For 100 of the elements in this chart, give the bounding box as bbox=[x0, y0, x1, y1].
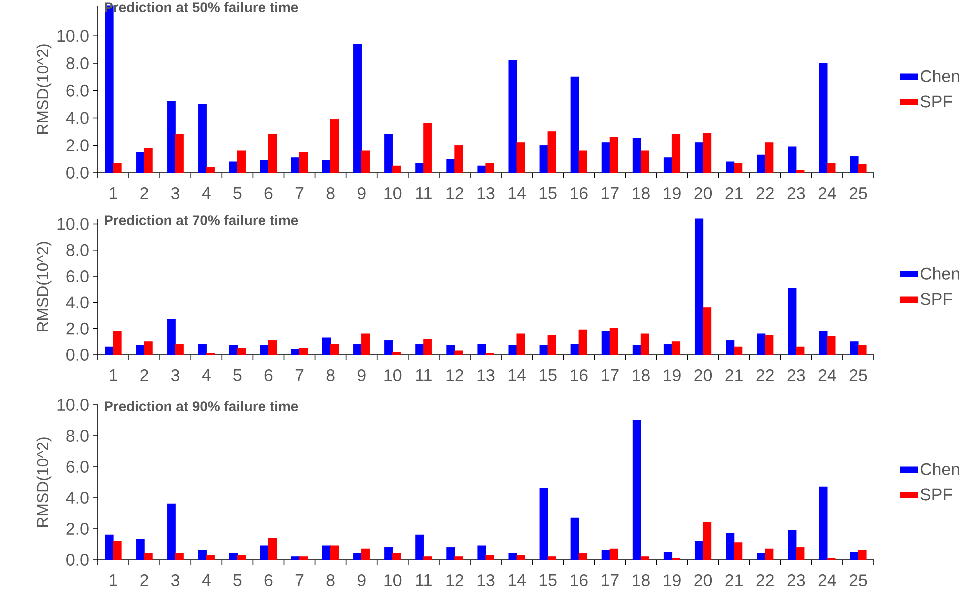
x-tick-label: 3 bbox=[172, 574, 180, 587]
x-tick-label: 14 bbox=[508, 370, 526, 382]
bar bbox=[299, 348, 308, 356]
x-tick-label: 21 bbox=[726, 188, 743, 200]
bar bbox=[144, 554, 153, 560]
bar bbox=[765, 335, 774, 356]
bar bbox=[516, 334, 526, 356]
bar bbox=[237, 348, 246, 356]
y-tick-label: 0.0 bbox=[66, 554, 89, 566]
bar bbox=[229, 346, 238, 356]
y-tick-label: 6.0 bbox=[66, 84, 89, 97]
bar bbox=[384, 547, 394, 560]
x-tick-label: 10 bbox=[384, 574, 402, 587]
x-tick-label: 6 bbox=[264, 188, 273, 200]
x-tick-label: 22 bbox=[756, 574, 774, 586]
bar bbox=[578, 554, 588, 560]
x-tick-label: 9 bbox=[358, 188, 366, 200]
x-tick-label: 2 bbox=[140, 370, 148, 382]
y-axis-title: RMSD(10^2) bbox=[36, 44, 52, 134]
bar bbox=[384, 134, 394, 174]
bar bbox=[702, 522, 712, 560]
bar bbox=[796, 547, 805, 560]
legend-label: SPF bbox=[920, 96, 952, 108]
legend-label: Chen bbox=[920, 462, 960, 476]
x-tick-label: 12 bbox=[446, 370, 464, 382]
x-tick-label: 22 bbox=[756, 188, 774, 200]
y-tick-label: 0.0 bbox=[66, 349, 89, 361]
bar bbox=[632, 420, 642, 560]
bar bbox=[827, 336, 836, 356]
bar bbox=[734, 163, 743, 174]
bar bbox=[113, 331, 122, 356]
x-tick-label: 3 bbox=[172, 188, 180, 200]
y-axis-title: RMSD(10^2) bbox=[36, 242, 52, 332]
bar bbox=[113, 163, 122, 174]
bar bbox=[478, 166, 486, 174]
bar bbox=[578, 150, 588, 174]
bar bbox=[726, 533, 735, 560]
y-tick-label: 6.0 bbox=[66, 270, 89, 283]
bar bbox=[486, 163, 494, 174]
y-tick-label: 8.0 bbox=[66, 244, 89, 256]
bar bbox=[392, 352, 402, 356]
x-tick-label: 8 bbox=[326, 188, 335, 200]
bar bbox=[136, 540, 145, 560]
bar bbox=[516, 555, 526, 560]
bar bbox=[392, 554, 402, 560]
bar bbox=[446, 346, 456, 356]
bar bbox=[105, 346, 114, 356]
bar bbox=[726, 162, 735, 174]
bar bbox=[610, 137, 618, 174]
bar bbox=[384, 340, 394, 356]
bar bbox=[726, 340, 735, 356]
bar bbox=[858, 164, 867, 174]
bar bbox=[206, 167, 215, 174]
x-tick-label: 4 bbox=[202, 370, 211, 382]
bar bbox=[602, 142, 610, 174]
x-tick-label: 7 bbox=[296, 370, 304, 382]
bar bbox=[322, 546, 332, 560]
y-tick-label: 10.0 bbox=[58, 30, 89, 42]
x-tick-label: 23 bbox=[788, 370, 806, 382]
bar bbox=[299, 152, 308, 174]
y-tick-label: 8.0 bbox=[66, 57, 89, 70]
bar bbox=[198, 344, 207, 356]
bar bbox=[354, 344, 362, 356]
bar bbox=[757, 154, 766, 174]
x-tick-label: 20 bbox=[694, 370, 712, 382]
bar bbox=[702, 308, 712, 356]
x-tick-label: 2 bbox=[140, 574, 148, 586]
x-tick-label: 24 bbox=[818, 370, 836, 382]
x-tick-label: 25 bbox=[850, 188, 868, 200]
bar bbox=[672, 342, 681, 356]
x-tick-label: 10 bbox=[384, 370, 402, 382]
bar bbox=[664, 552, 673, 560]
bar bbox=[268, 538, 278, 560]
bar bbox=[508, 554, 518, 560]
y-axis-title: RMSD(10^2) bbox=[36, 438, 52, 527]
bar bbox=[694, 218, 704, 356]
bar bbox=[237, 150, 246, 174]
bar bbox=[796, 346, 805, 356]
bar bbox=[198, 550, 207, 560]
bar bbox=[260, 160, 270, 174]
bar bbox=[640, 556, 650, 560]
y-tick-label: 4.0 bbox=[66, 296, 89, 309]
bar bbox=[548, 335, 556, 356]
y-tick-label: 8.0 bbox=[66, 430, 89, 442]
x-tick-label: 5 bbox=[234, 574, 242, 586]
bar bbox=[424, 123, 432, 174]
x-tick-label: 23 bbox=[788, 574, 806, 587]
x-tick-label: 24 bbox=[818, 574, 836, 586]
bar bbox=[602, 331, 610, 356]
y-tick-label: 10.0 bbox=[58, 399, 89, 411]
y-tick-label: 0.0 bbox=[66, 166, 89, 179]
bar bbox=[198, 104, 207, 174]
x-tick-label: 12 bbox=[446, 188, 464, 200]
bar bbox=[446, 547, 456, 560]
bar bbox=[640, 150, 650, 174]
x-tick-label: 18 bbox=[633, 370, 650, 382]
bar bbox=[858, 346, 867, 356]
bar bbox=[268, 134, 278, 174]
bar bbox=[486, 555, 494, 560]
bar bbox=[819, 331, 828, 356]
